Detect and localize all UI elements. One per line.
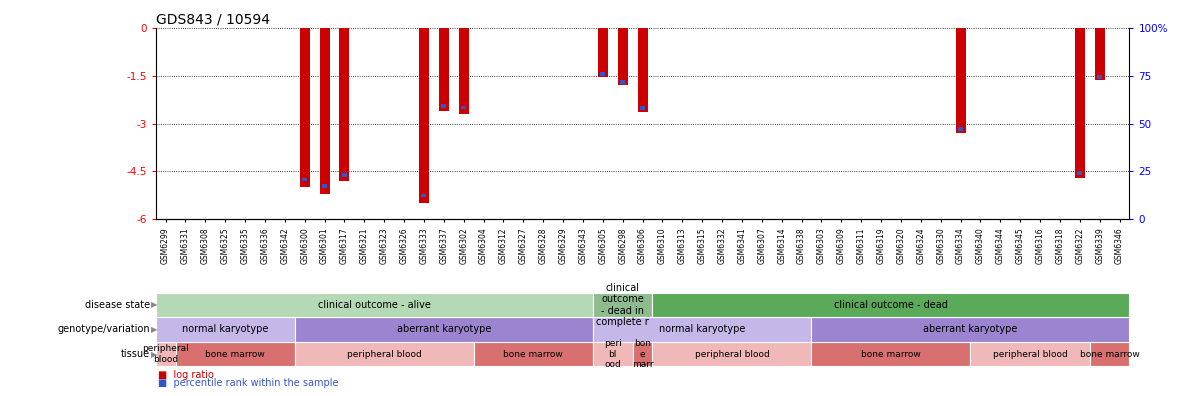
Bar [441, 104, 447, 108]
Bar [322, 184, 327, 188]
Text: clinical outcome - alive: clinical outcome - alive [318, 300, 430, 310]
Bar [421, 194, 427, 197]
Bar [638, 28, 647, 112]
Bar [461, 106, 466, 110]
Bar [959, 128, 963, 131]
Text: bone marrow: bone marrow [503, 350, 564, 358]
Text: genotype/variation: genotype/variation [57, 324, 150, 335]
Bar [955, 28, 966, 133]
Text: ■  log ratio: ■ log ratio [158, 370, 213, 380]
Bar [640, 106, 645, 110]
Text: ▶: ▶ [151, 325, 158, 334]
Bar [302, 177, 308, 181]
Bar [1075, 28, 1085, 178]
Text: clinical outcome - dead: clinical outcome - dead [834, 300, 948, 310]
Text: peripheral blood: peripheral blood [993, 350, 1067, 358]
Text: aberrant karyotype: aberrant karyotype [396, 324, 490, 335]
Text: GDS843 / 10594: GDS843 / 10594 [156, 13, 270, 27]
Text: peripheral
blood: peripheral blood [143, 345, 189, 364]
Text: bone marrow: bone marrow [1080, 350, 1139, 358]
Text: peripheral blood: peripheral blood [347, 350, 422, 358]
Bar [1098, 75, 1102, 79]
Bar [439, 28, 449, 111]
Bar [600, 72, 605, 76]
Text: ■  percentile rank within the sample: ■ percentile rank within the sample [158, 378, 338, 388]
Bar [620, 80, 625, 84]
Text: normal karyotype: normal karyotype [182, 324, 269, 335]
Text: bon
e
marr: bon e marr [632, 339, 653, 369]
Text: clinical
outcome
- dead in
complete r: clinical outcome - dead in complete r [597, 282, 650, 327]
Text: bone marrow: bone marrow [861, 350, 921, 358]
Text: disease state: disease state [85, 300, 150, 310]
Bar [419, 28, 429, 204]
Bar [320, 28, 329, 194]
Text: bone marrow: bone marrow [205, 350, 265, 358]
Text: tissue: tissue [120, 349, 150, 359]
Bar [299, 28, 310, 187]
Text: peripheral blood: peripheral blood [694, 350, 770, 358]
Text: ▶: ▶ [151, 301, 158, 309]
Text: ▶: ▶ [151, 350, 158, 358]
Bar [1078, 171, 1082, 175]
Text: aberrant karyotype: aberrant karyotype [923, 324, 1017, 335]
Text: peri
bl
ood: peri bl ood [604, 339, 621, 369]
Bar [598, 28, 608, 77]
Bar [342, 173, 347, 177]
Bar [618, 28, 627, 85]
Bar [1094, 28, 1105, 80]
Bar [340, 28, 349, 181]
Text: normal karyotype: normal karyotype [659, 324, 745, 335]
Bar [459, 28, 468, 114]
